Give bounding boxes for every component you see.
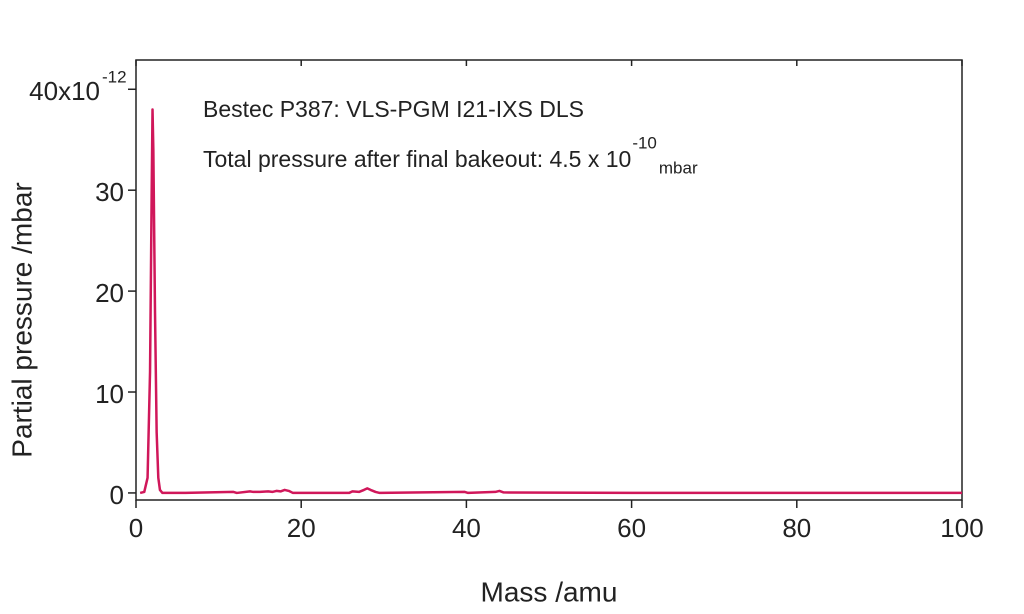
annotation-superscript: -10 bbox=[632, 133, 657, 152]
y-tick-label: 0 bbox=[110, 480, 124, 510]
x-tick-label: 20 bbox=[287, 513, 316, 543]
annotation: Bestec P387: VLS-PGM I21-IXS DLS bbox=[203, 96, 584, 122]
plot-frame bbox=[135, 59, 963, 501]
data-line bbox=[139, 108, 962, 495]
x-tick-label: 60 bbox=[617, 513, 646, 543]
x-axis-label: Mass /amu bbox=[481, 576, 618, 607]
annotation: Total pressure after final bakeout: 4.5 … bbox=[203, 146, 631, 172]
y-tick-label: 40x10 bbox=[29, 76, 100, 106]
y-tick-label: 20 bbox=[95, 278, 124, 308]
x-tick-label: 100 bbox=[940, 513, 983, 543]
y-exponent: -12 bbox=[102, 68, 127, 87]
y-axis-label: Partial pressure /mbar bbox=[6, 182, 37, 457]
y-tick-label: 10 bbox=[95, 379, 124, 409]
x-tick-label: 0 bbox=[129, 513, 143, 543]
y-tick-label: 30 bbox=[95, 177, 124, 207]
x-tick-label: 80 bbox=[782, 513, 811, 543]
annotation-subscript: mbar bbox=[659, 158, 698, 177]
x-tick-label: 40 bbox=[452, 513, 481, 543]
